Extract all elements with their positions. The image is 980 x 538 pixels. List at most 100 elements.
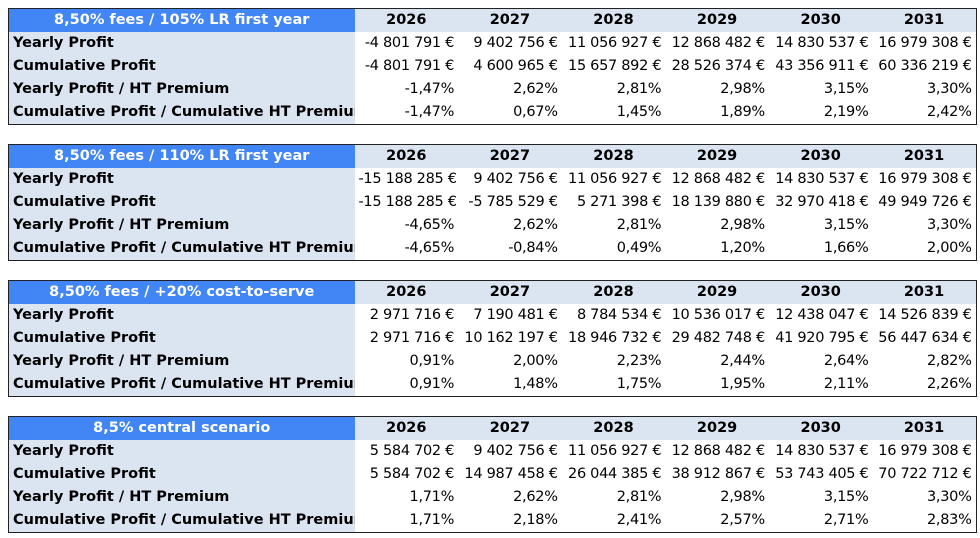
value-cell: 2,62% [458, 78, 562, 101]
value-cell: 32 970 418 € [768, 191, 873, 214]
value-cell: 2,98% [665, 486, 769, 509]
value-cell: 3,30% [872, 78, 977, 101]
value-cell: 16 979 308 € [872, 32, 977, 55]
value-cell: 2,23% [561, 350, 666, 373]
row-label: Cumulative Profit [8, 327, 355, 350]
row-label: Cumulative Profit / Cumulative HT Premiu… [8, 101, 355, 125]
value-cell: 0,67% [458, 101, 562, 125]
value-cell: 2,81% [561, 214, 666, 237]
value-cell: 5 271 398 € [561, 191, 666, 214]
year-header: 2028 [561, 144, 666, 168]
value-cell: 1,66% [768, 237, 873, 261]
table-header-row: 8,50% fees / 105% LR first year 2026 2027 2… [8, 8, 977, 32]
value-cell: 1,89% [665, 101, 769, 125]
scenario-title: 8,50% fees / +20% cost-to-serve [8, 280, 355, 304]
table-row: Cumulative Profit / Cumulative HT Premiu… [8, 509, 977, 533]
value-cell: 14 526 839 € [872, 304, 977, 327]
value-cell: 2,64% [768, 350, 873, 373]
value-cell: 12 868 482 € [665, 440, 769, 463]
value-cell: 12 868 482 € [665, 168, 769, 191]
value-cell: 10 536 017 € [665, 304, 769, 327]
value-cell: 3,15% [768, 486, 873, 509]
table-row: Yearly Profit / HT Premium 1,71% 2,62% 2,81… [8, 486, 977, 509]
value-cell: -1,47% [354, 101, 459, 125]
value-cell: 2,26% [872, 373, 977, 397]
year-header: 2026 [354, 144, 459, 168]
value-cell: 2 971 716 € [354, 327, 459, 350]
year-header: 2029 [665, 280, 769, 304]
row-label: Yearly Profit [8, 32, 355, 55]
value-cell: -4,65% [354, 237, 459, 261]
year-header: 2030 [768, 144, 873, 168]
value-cell: 9 402 756 € [458, 440, 562, 463]
table-header-row: 8,50% fees / 110% LR first year 2026 2027 2… [8, 144, 977, 168]
value-cell: 14 987 458 € [458, 463, 562, 486]
year-header: 2028 [561, 8, 666, 32]
row-label: Yearly Profit [8, 168, 355, 191]
table-row: Yearly Profit 2 971 716 €7 190 481 €8 784… [8, 304, 977, 327]
row-label: Yearly Profit / HT Premium [8, 486, 355, 509]
value-cell: 15 657 892 € [561, 55, 666, 78]
table-row: Cumulative Profit / Cumulative HT Premiu… [8, 101, 977, 125]
year-header: 2029 [665, 416, 769, 440]
value-cell: 7 190 481 € [458, 304, 562, 327]
value-cell: 16 979 308 € [872, 168, 977, 191]
value-cell: 5 584 702 € [354, 463, 459, 486]
row-label: Cumulative Profit / Cumulative HT Premiu… [8, 509, 355, 533]
year-header: 2026 [354, 8, 459, 32]
value-cell: -0,84% [458, 237, 562, 261]
year-header: 2028 [561, 280, 666, 304]
value-cell: 56 447 634 € [872, 327, 977, 350]
value-cell: 18 139 880 € [665, 191, 769, 214]
value-cell: 14 830 537 € [768, 168, 873, 191]
value-cell: 2,83% [872, 509, 977, 533]
year-header: 2027 [458, 416, 562, 440]
scenario-title: 8,50% fees / 110% LR first year [8, 144, 355, 168]
value-cell: -5 785 529 € [458, 191, 562, 214]
value-cell: -15 188 285 € [354, 191, 459, 214]
value-cell: 70 722 712 € [872, 463, 977, 486]
value-cell: 14 830 537 € [768, 32, 873, 55]
row-label: Cumulative Profit / Cumulative HT Premiu… [8, 237, 355, 261]
row-label: Yearly Profit [8, 304, 355, 327]
value-cell: 1,71% [354, 509, 459, 533]
value-cell: 2,19% [768, 101, 873, 125]
value-cell: 3,30% [872, 214, 977, 237]
value-cell: 2,62% [458, 486, 562, 509]
value-cell: 2,81% [561, 78, 666, 101]
value-cell: 53 743 405 € [768, 463, 873, 486]
value-cell: 26 044 385 € [561, 463, 666, 486]
value-cell: 2,71% [768, 509, 873, 533]
value-cell: 0,91% [354, 373, 459, 397]
value-cell: 28 526 374 € [665, 55, 769, 78]
value-cell: 12 438 047 € [768, 304, 873, 327]
value-cell: 11 056 927 € [561, 32, 666, 55]
scenario-table: 8,50% fees / 105% LR first year 2026 2027 2… [8, 8, 977, 125]
value-cell: 2,41% [561, 509, 666, 533]
row-label: Cumulative Profit [8, 55, 355, 78]
table-row: Cumulative Profit -4 801 791 €4 600 965 €… [8, 55, 977, 78]
year-header: 2026 [354, 416, 459, 440]
value-cell: 9 402 756 € [458, 168, 562, 191]
value-cell: 16 979 308 € [872, 440, 977, 463]
value-cell: -4 801 791 € [354, 55, 459, 78]
row-label: Yearly Profit / HT Premium [8, 78, 355, 101]
scenario-table: 8,5% central scenario 2026 2027 2028 2029 203… [8, 416, 977, 533]
value-cell: 11 056 927 € [561, 440, 666, 463]
value-cell: -15 188 285 € [354, 168, 459, 191]
year-header: 2031 [872, 144, 977, 168]
year-header: 2030 [768, 416, 873, 440]
year-header: 2027 [458, 144, 562, 168]
value-cell: 2,44% [665, 350, 769, 373]
table-row: Cumulative Profit / Cumulative HT Premiu… [8, 237, 977, 261]
table-row: Cumulative Profit -15 188 285 € -5 785 529… [8, 191, 977, 214]
value-cell: 41 920 795 € [768, 327, 873, 350]
table-row: Cumulative Profit 2 971 716 €10 162 197 €… [8, 327, 977, 350]
value-cell: 2,00% [872, 237, 977, 261]
value-cell: -4 801 791 € [354, 32, 459, 55]
value-cell: 43 356 911 € [768, 55, 873, 78]
value-cell: 0,49% [561, 237, 666, 261]
year-header: 2030 [768, 280, 873, 304]
scenario-title: 8,50% fees / 105% LR first year [8, 8, 355, 32]
value-cell: 2,11% [768, 373, 873, 397]
